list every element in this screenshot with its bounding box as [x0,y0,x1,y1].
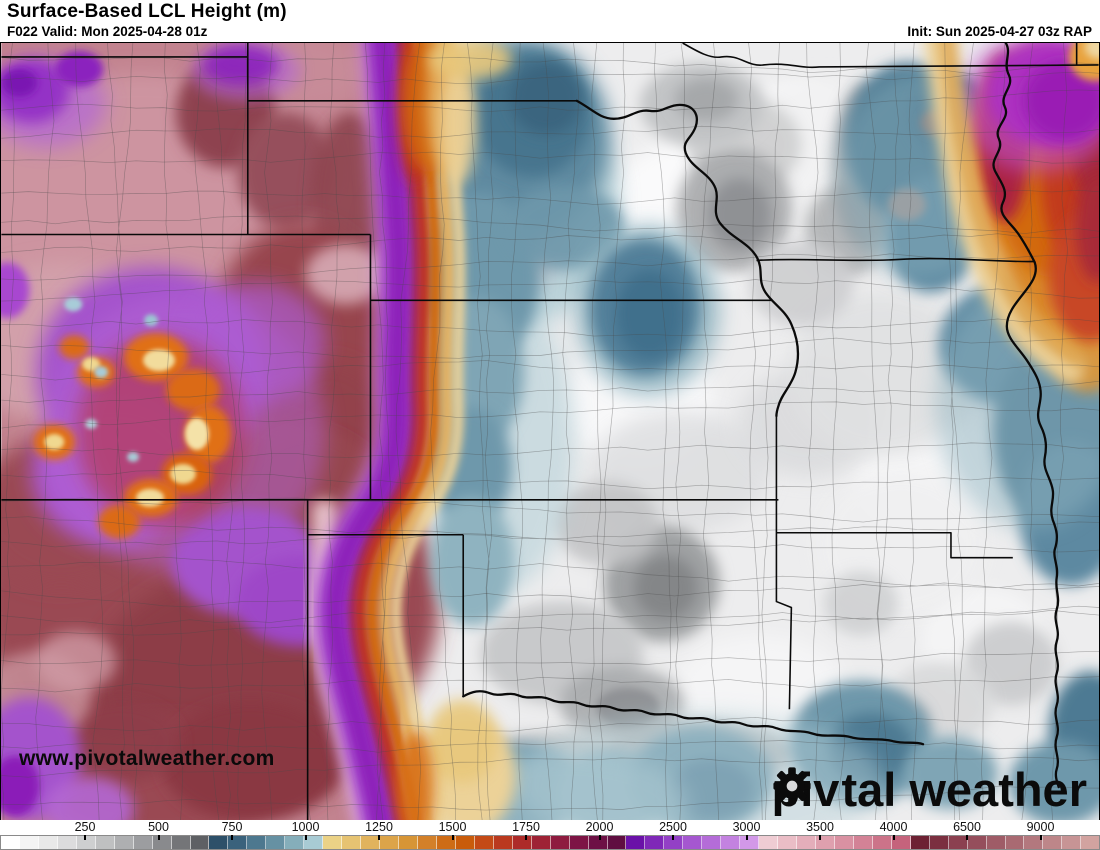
colorbar-segment [114,836,134,849]
colorbar-segment [512,836,532,849]
valid-time-label: F022 Valid: Mon 2025-04-28 01z [7,24,208,39]
colorbar-label: 1000 [291,820,320,834]
colorbar-segment [19,836,39,849]
colorbar-segment [95,836,115,849]
colorbar-segment [645,836,665,849]
colorbar-label: 2500 [659,820,687,834]
colorbar-tick [966,835,968,840]
colorbar-tick [378,835,380,840]
colorbar-segment [1024,836,1044,849]
colorbar-label: 1250 [365,820,393,834]
colorbar-segment [152,836,172,849]
colorbar-segment [57,836,77,849]
colorbar-segment [872,836,892,849]
colorbar-segment [133,836,153,849]
colorbar-segment [190,836,210,849]
colorbar-label: 9000 [1026,820,1055,834]
colorbar-segment [399,836,418,849]
header: Surface-Based LCL Height (m) F022 Valid:… [0,0,1100,42]
colorbar-label: 1750 [512,820,540,834]
colorbar-tick [451,835,454,840]
page-title: Surface-Based LCL Height (m) [7,1,287,22]
colorbar-segment [531,836,551,849]
colorbar-segment [910,836,930,849]
colorbar-segment [361,836,381,849]
colorbar-segment [228,836,248,849]
colorbar-segment [626,836,646,849]
logo-text-post: tal weather [841,763,1087,816]
colorbar-segment [342,836,362,849]
colorbar-label: 2000 [585,820,614,834]
colorbar-segment [948,836,968,849]
colorbar [0,835,1100,850]
colorbar-segment [493,836,513,849]
colorbar-segment [853,836,873,849]
colorbar-segment [740,836,760,849]
colorbar-segment [474,836,494,849]
colorbar-tick [745,835,748,840]
colorbar-tick [157,835,160,840]
colorbar-segment [247,836,267,849]
colorbar-segment [607,836,627,849]
colorbar-label: 6500 [953,820,981,834]
colorbar-segment [702,836,722,849]
colorbar-label: 750 [221,820,243,834]
colorbar-label: 4000 [879,820,908,834]
colorbar-segment [455,836,475,849]
colorbar-tick [672,835,674,840]
colorbar-segment [1081,836,1100,849]
pivotal-weather-logo: pivtal weather [772,766,1087,813]
colorbar-segment [569,836,589,849]
colorbar-tick [892,835,895,840]
colorbar-segment [417,836,437,849]
colorbar-segment [304,836,324,849]
watermark: www.pivotalweather.com [19,747,275,770]
colorbar-segment [778,836,798,849]
colorbar-segment [1062,836,1082,849]
colorbar-tick [1039,835,1042,840]
colorbar-segment [759,836,779,849]
colorbar-segment [683,836,703,849]
colorbar-segment [266,836,286,849]
colorbar-segment [929,836,949,849]
colorbar-segment [1,836,20,849]
colorbar-segment [834,836,854,849]
colorbar-segment [209,836,229,849]
forecast-map: www.pivotalweather.com pivtal weather [0,42,1100,822]
colorbar-tick [819,835,821,840]
colorbar-segment [76,836,96,849]
colorbar-segment [171,836,191,849]
colorbar-tick [598,835,601,840]
colorbar-segment [380,836,400,849]
colorbar-segment [967,836,987,849]
colorbar-labels: 250 500 750 1000 1250 1500 1750 2000 2500 3000 350… [0,820,1100,835]
colorbar-segment [1005,836,1025,849]
colorbar-tick [84,835,86,840]
lcl-contour-map [1,43,1099,821]
init-time-label: Init: Sun 2025-04-27 03z RAP [907,24,1092,39]
colorbar-tick [304,835,307,840]
colorbar-tick [231,835,233,840]
colorbar-segment [588,836,608,849]
colorbar-label: 1500 [438,820,467,834]
colorbar-segment [797,836,816,849]
colorbar-segment [664,836,684,849]
colorbar-segment [550,836,570,849]
colorbar-tick [525,835,527,840]
colorbar-label: 500 [148,820,169,834]
colorbar-label: 3500 [806,820,834,834]
colorbar-label: 3000 [732,820,761,834]
colorbar-label: 250 [74,820,96,834]
colorbar-segment [38,836,58,849]
colorbar-segment [891,836,911,849]
colorbar-segment [323,836,343,849]
colorbar-segment [1043,836,1063,849]
colorbar-segment [721,836,741,849]
colorbar-segment [285,836,305,849]
colorbar-segment [986,836,1006,849]
colorbar-segment [436,836,456,849]
